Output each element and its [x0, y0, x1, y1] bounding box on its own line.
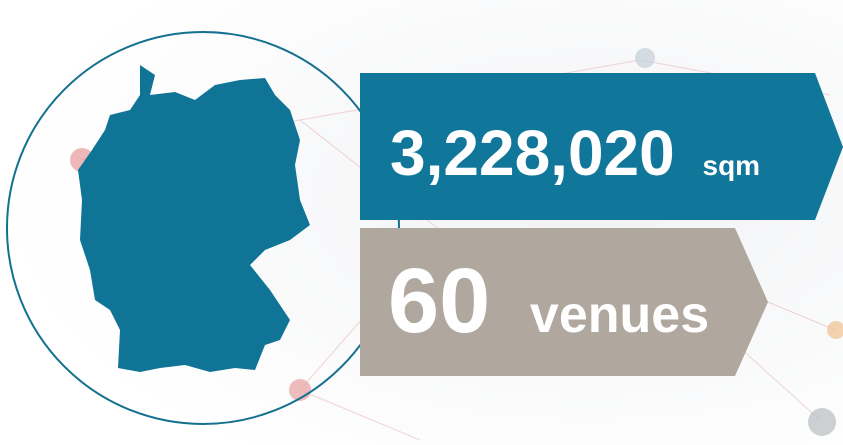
- network-nodes: [70, 48, 843, 436]
- venues-unit: venues: [530, 286, 709, 344]
- venues-value: 60 venues: [388, 250, 709, 352]
- germany-map: [78, 65, 310, 372]
- area-unit: sqm: [703, 150, 761, 181]
- area-number: 3,228,020: [390, 117, 675, 189]
- area-value: 3,228,020 sqm: [390, 117, 760, 189]
- venues-number: 60: [388, 250, 490, 352]
- venues-banner: [360, 228, 768, 376]
- area-banner: [360, 73, 843, 220]
